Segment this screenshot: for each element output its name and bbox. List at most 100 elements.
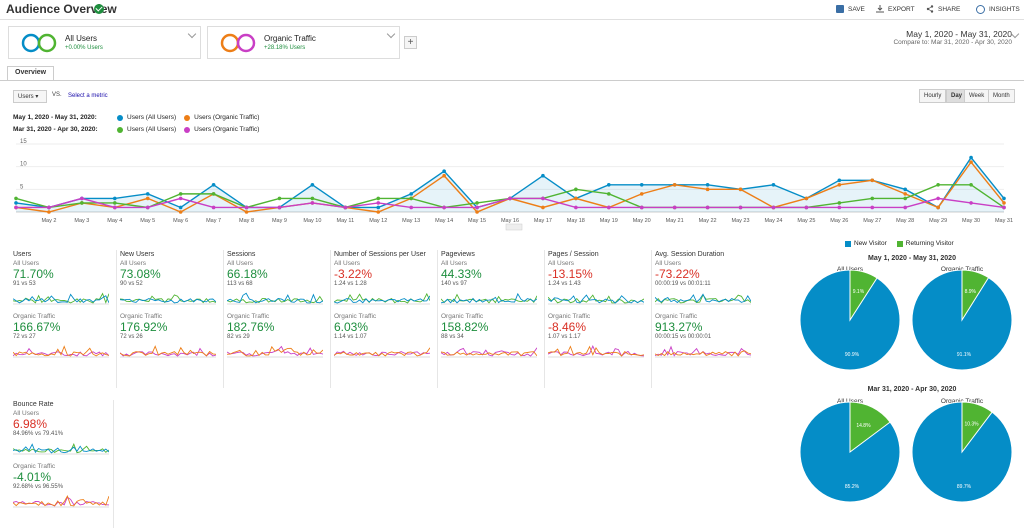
segment-card-all-users[interactable]: All Users +0.00% Users xyxy=(8,26,201,59)
data-point[interactable] xyxy=(178,196,183,201)
data-point[interactable] xyxy=(376,196,381,201)
granularity-week[interactable]: Week xyxy=(964,89,990,103)
data-point[interactable] xyxy=(145,205,150,210)
data-point[interactable] xyxy=(837,183,842,187)
select-metric-link[interactable]: Select a metric xyxy=(68,93,108,99)
pie-slice-returning[interactable] xyxy=(849,270,878,322)
data-point[interactable] xyxy=(639,192,644,196)
granularity-month[interactable]: Month xyxy=(988,89,1015,103)
data-point[interactable] xyxy=(14,205,18,210)
data-point[interactable] xyxy=(310,201,315,205)
tab-overview[interactable]: Overview xyxy=(7,66,55,81)
data-point[interactable] xyxy=(936,205,940,210)
data-point[interactable] xyxy=(837,178,842,183)
data-point[interactable] xyxy=(244,210,249,214)
data-point[interactable] xyxy=(771,183,776,187)
date-range-picker[interactable]: May 1, 2020 - May 31, 2020 Compare to: M… xyxy=(893,29,1012,46)
data-point[interactable] xyxy=(705,205,710,210)
data-point[interactable] xyxy=(14,196,18,201)
save-button[interactable]: SAVE xyxy=(836,5,865,13)
data-point[interactable] xyxy=(14,201,18,205)
data-point[interactable] xyxy=(936,183,940,187)
data-point[interactable] xyxy=(903,192,907,196)
data-point[interactable] xyxy=(475,210,479,214)
data-point[interactable] xyxy=(442,169,446,173)
export-button[interactable]: EXPORT xyxy=(876,5,915,13)
pie-slice-returning[interactable] xyxy=(961,270,990,322)
data-point[interactable] xyxy=(178,210,183,214)
data-point[interactable] xyxy=(244,205,249,210)
data-point[interactable] xyxy=(113,196,117,201)
data-point[interactable] xyxy=(969,160,973,164)
data-point[interactable] xyxy=(903,187,907,192)
data-point[interactable] xyxy=(574,187,578,192)
data-point[interactable] xyxy=(607,192,611,196)
data-point[interactable] xyxy=(738,187,743,192)
data-point[interactable] xyxy=(969,155,973,160)
data-point[interactable] xyxy=(376,201,381,205)
data-point[interactable] xyxy=(508,196,512,201)
data-point[interactable] xyxy=(277,205,282,210)
pie-slice-returning[interactable] xyxy=(961,401,993,454)
data-point[interactable] xyxy=(310,196,315,201)
data-point[interactable] xyxy=(376,205,381,210)
data-point[interactable] xyxy=(442,205,446,210)
data-point[interactable] xyxy=(574,205,578,210)
data-point[interactable] xyxy=(409,192,414,196)
data-point[interactable] xyxy=(1002,205,1006,210)
data-point[interactable] xyxy=(969,201,973,205)
data-point[interactable] xyxy=(738,205,743,210)
chevron-down-icon[interactable] xyxy=(187,29,197,39)
data-point[interactable] xyxy=(409,205,414,210)
pie-slice-returning[interactable] xyxy=(849,401,891,453)
data-point[interactable] xyxy=(903,196,907,201)
data-point[interactable] xyxy=(870,205,875,210)
data-point[interactable] xyxy=(211,205,216,210)
data-point[interactable] xyxy=(80,201,84,205)
data-point[interactable] xyxy=(936,196,940,201)
granularity-hourly[interactable]: Hourly xyxy=(919,89,947,103)
data-point[interactable] xyxy=(442,173,446,178)
data-point[interactable] xyxy=(705,183,710,187)
share-button[interactable]: SHARE xyxy=(926,5,960,13)
data-point[interactable] xyxy=(870,178,875,183)
data-point[interactable] xyxy=(409,196,414,201)
data-point[interactable] xyxy=(80,196,84,201)
chevron-down-icon[interactable] xyxy=(1010,29,1020,39)
metric-select[interactable]: Users ▾ xyxy=(13,90,47,103)
data-point[interactable] xyxy=(1002,196,1006,201)
data-point[interactable] xyxy=(1002,201,1006,205)
data-point[interactable] xyxy=(310,183,315,187)
data-point[interactable] xyxy=(145,196,150,201)
data-point[interactable] xyxy=(574,196,578,201)
data-point[interactable] xyxy=(541,196,545,201)
data-point[interactable] xyxy=(672,205,677,210)
data-point[interactable] xyxy=(903,205,907,210)
data-point[interactable] xyxy=(837,205,842,210)
data-point[interactable] xyxy=(541,205,545,210)
data-point[interactable] xyxy=(672,183,677,187)
data-point[interactable] xyxy=(804,196,809,201)
data-point[interactable] xyxy=(211,192,216,196)
data-point[interactable] xyxy=(47,205,51,210)
data-point[interactable] xyxy=(870,196,875,201)
chart-resize-handle[interactable] xyxy=(505,223,523,231)
chevron-down-icon[interactable] xyxy=(386,29,396,39)
data-point[interactable] xyxy=(376,210,381,214)
data-point[interactable] xyxy=(277,196,282,201)
add-segment-button[interactable]: + xyxy=(404,36,417,49)
data-point[interactable] xyxy=(113,201,117,205)
data-point[interactable] xyxy=(639,205,644,210)
data-point[interactable] xyxy=(639,183,644,187)
data-point[interactable] xyxy=(705,187,710,192)
data-point[interactable] xyxy=(211,183,216,187)
data-point[interactable] xyxy=(113,205,117,210)
data-point[interactable] xyxy=(145,192,150,196)
data-point[interactable] xyxy=(343,205,348,210)
data-point[interactable] xyxy=(541,173,545,178)
data-point[interactable] xyxy=(178,192,183,196)
data-point[interactable] xyxy=(969,183,973,187)
data-point[interactable] xyxy=(607,205,611,210)
segment-card-organic[interactable]: Organic Traffic +28.18% Users xyxy=(207,26,400,59)
data-point[interactable] xyxy=(804,205,809,210)
